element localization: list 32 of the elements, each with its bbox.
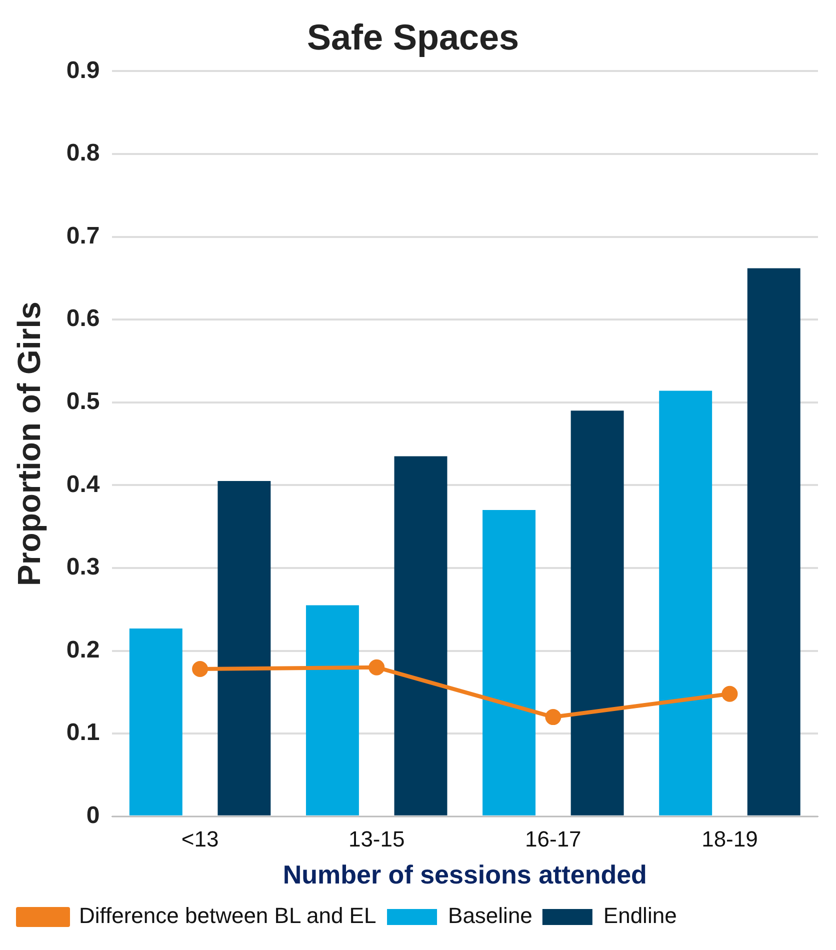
bar <box>747 268 800 816</box>
point <box>722 686 738 702</box>
legend-label: Difference between BL and EL <box>79 903 376 928</box>
bar <box>394 456 448 816</box>
y-tick-label: 0.7 <box>66 222 100 250</box>
bar <box>129 628 182 816</box>
y-tick-label: 0.1 <box>66 719 100 746</box>
bar <box>306 605 359 816</box>
y-tick-label: 0.3 <box>66 554 100 581</box>
x-tick-label: 16-17 <box>525 826 582 852</box>
x-tick-label: <13 <box>181 826 219 852</box>
y-axis-title: Proportion of Girls <box>11 302 48 586</box>
legend-label: Baseline <box>448 903 532 928</box>
legend-label: Endline <box>603 903 677 928</box>
point <box>192 661 208 678</box>
point <box>545 709 562 726</box>
y-tick-label: 0.4 <box>66 470 100 498</box>
bar <box>218 481 271 816</box>
bar <box>659 390 712 816</box>
y-tick-label: 0.5 <box>66 388 100 416</box>
x-tick-label: 18-19 <box>702 826 758 852</box>
y-tick-label: 0.2 <box>66 636 100 664</box>
chart-title: Safe Spaces <box>306 16 520 58</box>
bar <box>482 510 536 816</box>
x-tick-label: 13-15 <box>348 826 405 852</box>
point <box>368 659 385 676</box>
y-tick-label: 0.6 <box>66 305 100 332</box>
y-tick-label: 0.9 <box>66 56 100 84</box>
x-axis-title: Number of sessions attended <box>282 860 647 890</box>
y-tick-label: 0.8 <box>66 140 100 167</box>
y-tick-label: 0 <box>86 802 100 830</box>
bar <box>570 410 624 816</box>
